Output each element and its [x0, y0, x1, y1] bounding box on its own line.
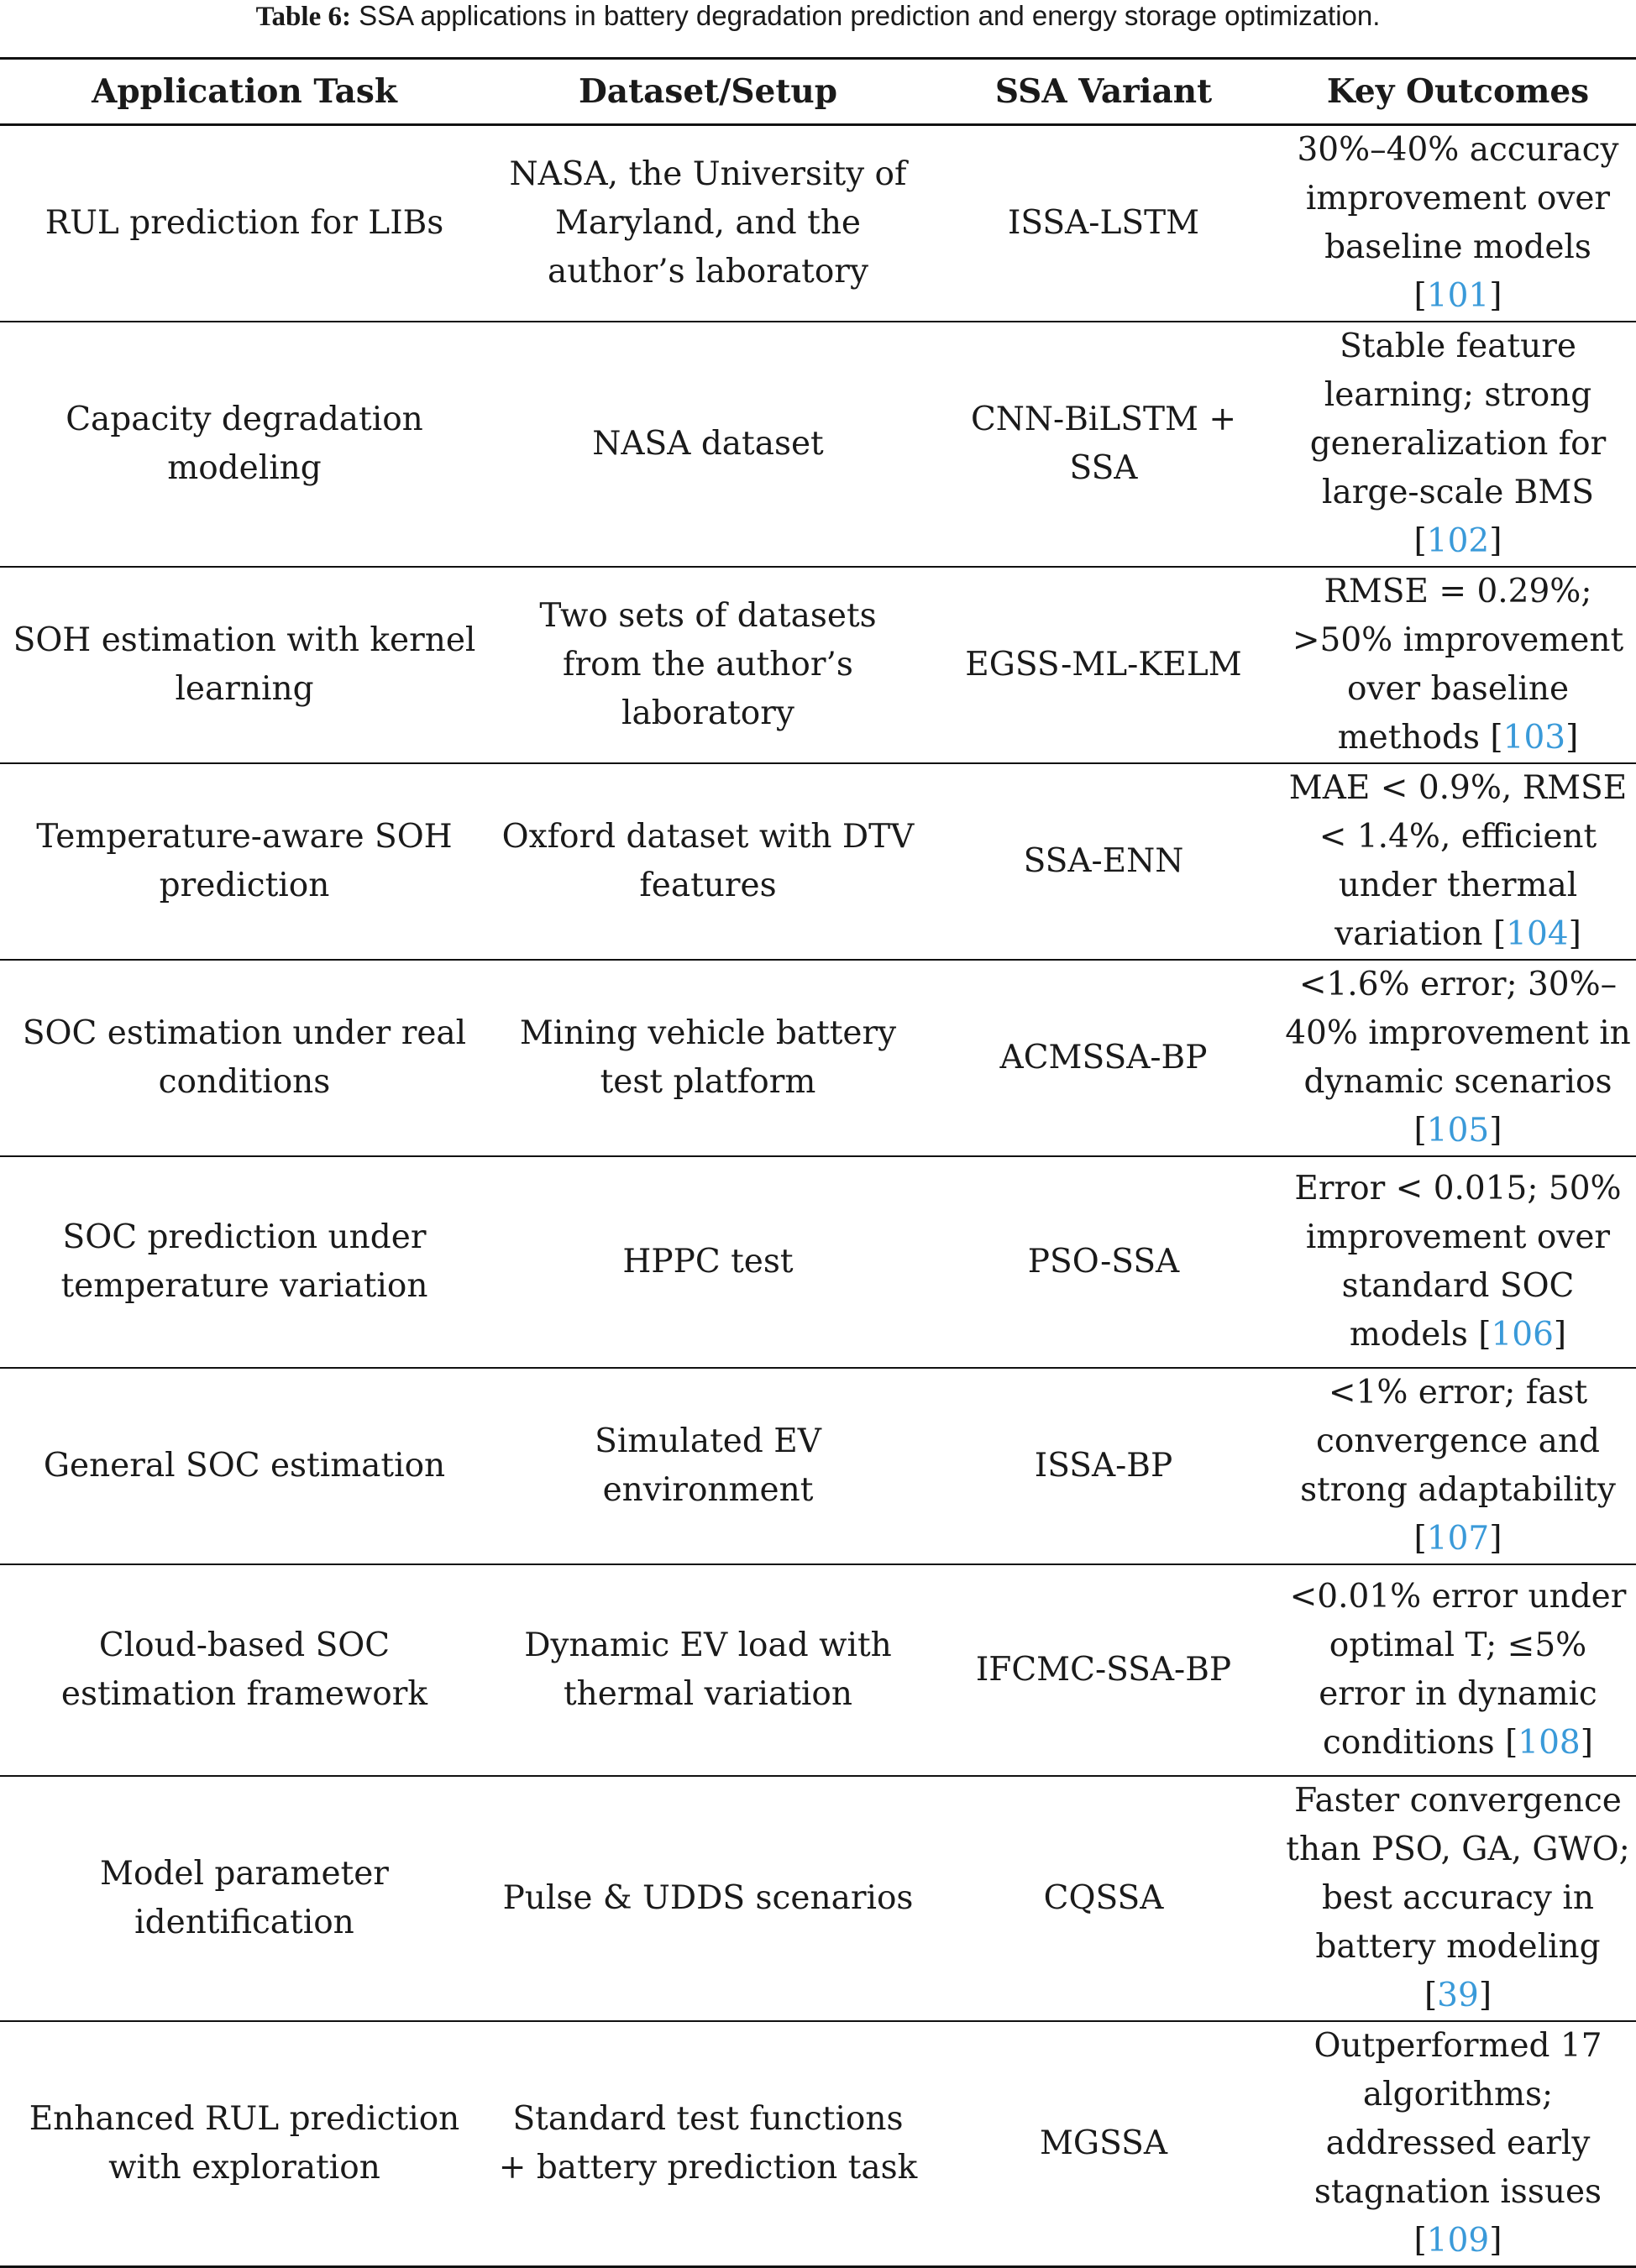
- table-row: SOC prediction under temperature variati…: [0, 1156, 1636, 1369]
- cell-application-task: Enhanced RUL prediction with exploration: [0, 2021, 489, 2268]
- cell-ssa-variant: PSO-SSA: [927, 1156, 1280, 1369]
- cell-dataset-setup: Oxford dataset with DTV features: [489, 763, 927, 961]
- cell-key-outcomes: Faster convergence than PSO, GA, GWO; be…: [1280, 1776, 1636, 2022]
- reference-link[interactable]: 39: [1437, 1977, 1479, 2014]
- table-row: RUL prediction for LIBs NASA, the Univer…: [0, 124, 1636, 322]
- outcome-text: Faster convergence than PSO, GA, GWO; be…: [1286, 1782, 1630, 1966]
- cell-key-outcomes: <1% error; fast convergence and strong a…: [1280, 1368, 1636, 1565]
- header-dataset-setup: Dataset/Setup: [489, 57, 927, 126]
- table-caption-text: SSA applications in battery degradation …: [359, 0, 1381, 31]
- cell-application-task: RUL prediction for LIBs: [0, 124, 489, 322]
- reference-link[interactable]: 104: [1506, 915, 1569, 953]
- header-ssa-variant: SSA Variant: [927, 57, 1280, 126]
- cell-ssa-variant: EGSS-ML-KELM: [927, 567, 1280, 764]
- reference-link[interactable]: 109: [1426, 2222, 1490, 2260]
- reference-link[interactable]: 102: [1426, 522, 1490, 560]
- cell-application-task: SOH estimation with kernel learning: [0, 567, 489, 764]
- cell-dataset-setup: Simulated EV environment: [489, 1368, 927, 1565]
- cell-dataset-setup: Dynamic EV load with thermal variation: [489, 1564, 927, 1777]
- table-row: General SOC estimation Simulated EV envi…: [0, 1368, 1636, 1565]
- table-row: Cloud-based SOC estimation framework Dyn…: [0, 1564, 1636, 1777]
- cell-dataset-setup: HPPC test: [489, 1156, 927, 1369]
- outcome-text: Error < 0.015; 50% improvement over stan…: [1294, 1170, 1622, 1354]
- cell-application-task: Capacity degradation modeling: [0, 322, 489, 568]
- header-application-task: Application Task: [0, 57, 489, 126]
- reference-link[interactable]: 101: [1426, 277, 1490, 315]
- table-row: SOH estimation with kernel learning Two …: [0, 567, 1636, 764]
- outcome-text: <0.01% error under optimal T; ≤5% error …: [1289, 1578, 1627, 1762]
- reference-link[interactable]: 108: [1518, 1724, 1581, 1762]
- cell-ssa-variant: SSA-ENN: [927, 763, 1280, 961]
- table-row: Temperature-aware SOH prediction Oxford …: [0, 763, 1636, 961]
- table-row: Model parameter identification Pulse & U…: [0, 1776, 1636, 2022]
- cell-key-outcomes: MAE < 0.9%, RMSE < 1.4%, efficient under…: [1280, 763, 1636, 961]
- cell-application-task: Cloud-based SOC estimation framework: [0, 1564, 489, 1777]
- cell-ssa-variant: CNN-BiLSTM + SSA: [927, 322, 1280, 568]
- cell-application-task: Temperature-aware SOH prediction: [0, 763, 489, 961]
- table-row: Enhanced RUL prediction with exploration…: [0, 2021, 1636, 2268]
- cell-dataset-setup: NASA, the University of Maryland, and th…: [489, 124, 927, 322]
- cell-application-task: SOC estimation under real conditions: [0, 960, 489, 1157]
- cell-key-outcomes: Outperformed 17 algorithms; addressed ea…: [1280, 2021, 1636, 2268]
- cell-ssa-variant: MGSSA: [927, 2021, 1280, 2268]
- table-row: SOC estimation under real conditions Min…: [0, 960, 1636, 1157]
- cell-dataset-setup: Two sets of datasets from the author’s l…: [489, 567, 927, 764]
- cell-dataset-setup: Mining vehicle battery test platform: [489, 960, 927, 1157]
- cell-ssa-variant: IFCMC-SSA-BP: [927, 1564, 1280, 1777]
- table-caption: Table 6: SSA applications in battery deg…: [0, 0, 1636, 34]
- outcome-text: 30%–40% accuracy improvement over baseli…: [1297, 131, 1619, 266]
- cell-application-task: SOC prediction under temperature variati…: [0, 1156, 489, 1369]
- ssa-applications-table: Application Task Dataset/Setup SSA Varia…: [0, 57, 1636, 2268]
- table-caption-label: Table 6:: [255, 2, 351, 32]
- cell-ssa-variant: ACMSSA-BP: [927, 960, 1280, 1157]
- reference-link[interactable]: 106: [1491, 1316, 1554, 1354]
- cell-key-outcomes: Error < 0.015; 50% improvement over stan…: [1280, 1156, 1636, 1369]
- header-key-outcomes: Key Outcomes: [1280, 57, 1636, 126]
- outcome-text: <1% error; fast convergence and strong a…: [1300, 1374, 1616, 1509]
- table-row: Capacity degradation modeling NASA datas…: [0, 322, 1636, 568]
- reference-link[interactable]: 105: [1426, 1112, 1490, 1150]
- cell-key-outcomes: <0.01% error under optimal T; ≤5% error …: [1280, 1564, 1636, 1777]
- cell-key-outcomes: RMSE = 0.29%; >50% improvement over base…: [1280, 567, 1636, 764]
- cell-dataset-setup: Pulse & UDDS scenarios: [489, 1776, 927, 2022]
- outcome-text: MAE < 0.9%, RMSE < 1.4%, efficient under…: [1288, 769, 1628, 953]
- cell-ssa-variant: ISSA-LSTM: [927, 124, 1280, 322]
- cell-application-task: Model parameter identification: [0, 1776, 489, 2022]
- cell-dataset-setup: NASA dataset: [489, 322, 927, 568]
- outcome-text: Stable feature learning; strong generali…: [1309, 327, 1607, 511]
- outcome-text: RMSE = 0.29%; >50% improvement over base…: [1292, 573, 1624, 757]
- reference-link[interactable]: 107: [1426, 1520, 1490, 1558]
- outcome-text: <1.6% error; 30%–40% improvement in dyna…: [1285, 966, 1631, 1101]
- reference-link[interactable]: 103: [1502, 719, 1566, 757]
- cell-key-outcomes: <1.6% error; 30%–40% improvement in dyna…: [1280, 960, 1636, 1157]
- cell-dataset-setup: Standard test functions + battery predic…: [489, 2021, 927, 2268]
- cell-application-task: General SOC estimation: [0, 1368, 489, 1565]
- cell-key-outcomes: 30%–40% accuracy improvement over baseli…: [1280, 124, 1636, 322]
- cell-ssa-variant: ISSA-BP: [927, 1368, 1280, 1565]
- cell-ssa-variant: CQSSA: [927, 1776, 1280, 2022]
- cell-key-outcomes: Stable feature learning; strong generali…: [1280, 322, 1636, 568]
- table-header-row: Application Task Dataset/Setup SSA Varia…: [0, 57, 1636, 126]
- outcome-text: Outperformed 17 algorithms; addressed ea…: [1314, 2027, 1602, 2211]
